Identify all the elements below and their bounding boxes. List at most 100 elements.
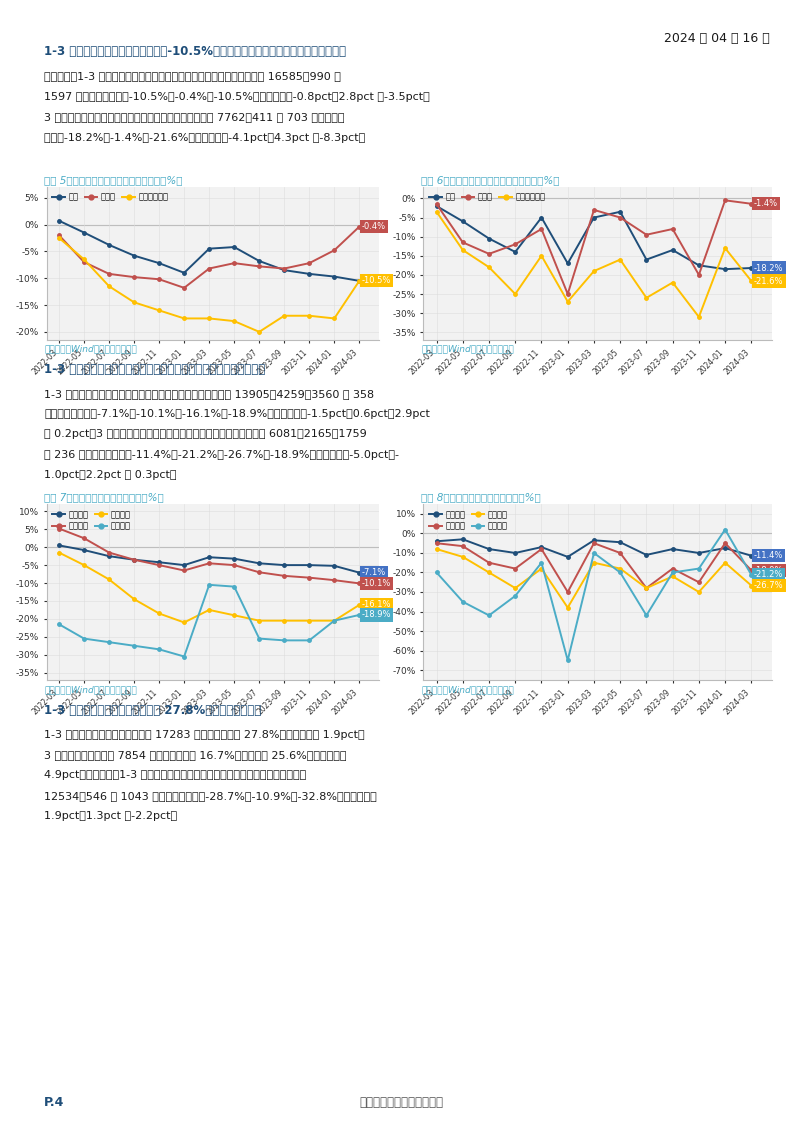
东北地区 <box>510 589 520 603</box>
住宅 <box>458 214 468 228</box>
Line: 东北地区: 东北地区 <box>435 528 753 662</box>
商业营业用房 <box>563 295 573 308</box>
Legend: 住宅, 办公楼, 商业营业用房: 住宅, 办公楼, 商业营业用房 <box>427 191 547 204</box>
东部地区 <box>305 559 314 572</box>
办公楼 <box>79 255 89 269</box>
中部地区 <box>305 571 314 585</box>
Text: 分业态看，1-3 月份住宅、办公楼和商业营业用房累计开发投资额分别为 16585、990 和: 分业态看，1-3 月份住宅、办公楼和商业营业用房累计开发投资额分别为 16585… <box>44 71 341 82</box>
住宅 <box>79 225 89 239</box>
东北地区 <box>694 562 703 576</box>
中部地区 <box>229 559 239 572</box>
办公楼 <box>180 281 189 295</box>
办公楼 <box>205 262 214 275</box>
东北地区 <box>104 636 114 649</box>
办公楼 <box>305 256 314 270</box>
东部地区 <box>55 538 64 552</box>
商业营业用房 <box>510 288 520 301</box>
东部地区 <box>484 543 494 556</box>
商业营业用房 <box>305 309 314 323</box>
办公楼 <box>431 197 441 211</box>
东部地区 <box>458 533 468 546</box>
住宅 <box>104 238 114 252</box>
Text: -7.1%: -7.1% <box>362 568 386 577</box>
Legend: 东部地区, 中部地区, 西部地区, 东北地区: 东部地区, 中部地区, 西部地区, 东北地区 <box>51 509 132 533</box>
住宅 <box>668 244 678 257</box>
住宅 <box>615 205 625 219</box>
东部地区 <box>720 542 730 555</box>
东部地区 <box>180 559 189 572</box>
Text: 12534、546 和 1043 万方，同比分别为-28.7%、-10.9%和-32.8%，较前值变动: 12534、546 和 1043 万方，同比分别为-28.7%、-10.9%和-… <box>44 791 377 801</box>
东部地区 <box>589 534 599 547</box>
Text: 和 0.2pct。3 月单月东部、中部、西部和东北地区开发投资额分别为 6081、2165、1759: 和 0.2pct。3 月单月东部、中部、西部和东北地区开发投资额分别为 6081… <box>44 429 367 440</box>
住宅 <box>510 245 520 258</box>
Text: -10.5%: -10.5% <box>362 276 391 286</box>
Text: 图表 7：累计投资同比增速分区域（%）: 图表 7：累计投资同比增速分区域（%） <box>44 492 164 502</box>
Line: 住宅: 住宅 <box>57 219 361 282</box>
西部地区 <box>642 581 651 595</box>
办公楼 <box>104 267 114 281</box>
西部地区 <box>720 556 730 570</box>
东部地区 <box>615 536 625 550</box>
Line: 西部地区: 西部地区 <box>435 547 753 610</box>
西部地区 <box>615 562 625 576</box>
东北地区 <box>305 633 314 647</box>
西部地区 <box>431 543 441 556</box>
西部地区 <box>589 556 599 570</box>
Text: 1597 亿元，同比分别为-10.5%、-0.4%和-10.5%，较前值变动-0.8pct、2.8pct 和-3.5pct。: 1597 亿元，同比分别为-10.5%、-0.4%和-10.5%，较前值变动-0… <box>44 92 430 102</box>
中部地区 <box>510 562 520 576</box>
东部地区 <box>668 543 678 556</box>
东部地区 <box>79 543 89 556</box>
Text: 1-3 月东部地区开发投资额同比降幅扩大，其余地区同比低位运行。: 1-3 月东部地区开发投资额同比降幅扩大，其余地区同比低位运行。 <box>44 363 265 375</box>
西部地区 <box>229 608 239 622</box>
住宅 <box>720 263 730 276</box>
商业营业用房 <box>279 309 289 323</box>
中部地区 <box>104 546 114 560</box>
西部地区 <box>254 614 264 628</box>
东北地区 <box>747 568 756 581</box>
住宅 <box>229 240 239 254</box>
Text: -18.9%: -18.9% <box>754 565 784 574</box>
东北地区 <box>180 649 189 663</box>
办公楼 <box>537 222 546 236</box>
Line: 商业营业用房: 商业营业用房 <box>435 210 753 318</box>
办公楼 <box>354 220 364 233</box>
东部地区 <box>642 548 651 562</box>
商业营业用房 <box>694 310 703 324</box>
东部地区 <box>537 540 546 554</box>
中部地区 <box>205 556 214 570</box>
东北地区 <box>431 565 441 579</box>
西部地区 <box>205 603 214 616</box>
Line: 办公楼: 办公楼 <box>57 225 361 290</box>
中部地区 <box>642 581 651 595</box>
商业营业用房 <box>354 274 364 288</box>
住宅 <box>154 256 164 270</box>
中部地区 <box>484 556 494 570</box>
西部地区 <box>104 572 114 586</box>
中部地区 <box>254 565 264 579</box>
商业营业用房 <box>642 291 651 305</box>
东部地区 <box>694 546 703 560</box>
东部地区 <box>510 546 520 560</box>
西部地区 <box>510 581 520 595</box>
东部地区 <box>229 552 239 565</box>
西部地区 <box>537 562 546 576</box>
东北地区 <box>254 632 264 646</box>
办公楼 <box>229 256 239 270</box>
商业营业用房 <box>615 253 625 266</box>
东部地区 <box>747 548 756 562</box>
东北地区 <box>720 522 730 536</box>
中部地区 <box>354 577 364 590</box>
商业营业用房 <box>79 253 89 266</box>
中部地区 <box>747 563 756 577</box>
Text: 1-3 月住宅开发投资额累计同比降至-10.5%，持续低位运行拖累开发投资额整体表现。: 1-3 月住宅开发投资额累计同比降至-10.5%，持续低位运行拖累开发投资额整体… <box>44 45 346 58</box>
西部地区 <box>694 585 703 598</box>
Text: 图表 6：单月开发投资额同比增速分业态（%）: 图表 6：单月开发投资额同比增速分业态（%） <box>421 176 560 186</box>
东部地区 <box>104 550 114 563</box>
Text: -18.9%: -18.9% <box>362 611 391 620</box>
东部地区 <box>205 551 214 564</box>
Text: -10.1%: -10.1% <box>362 579 391 588</box>
办公楼 <box>484 247 494 261</box>
Text: -18.2%: -18.2% <box>754 264 784 273</box>
商业营业用房 <box>537 249 546 263</box>
中部地区 <box>55 522 64 536</box>
